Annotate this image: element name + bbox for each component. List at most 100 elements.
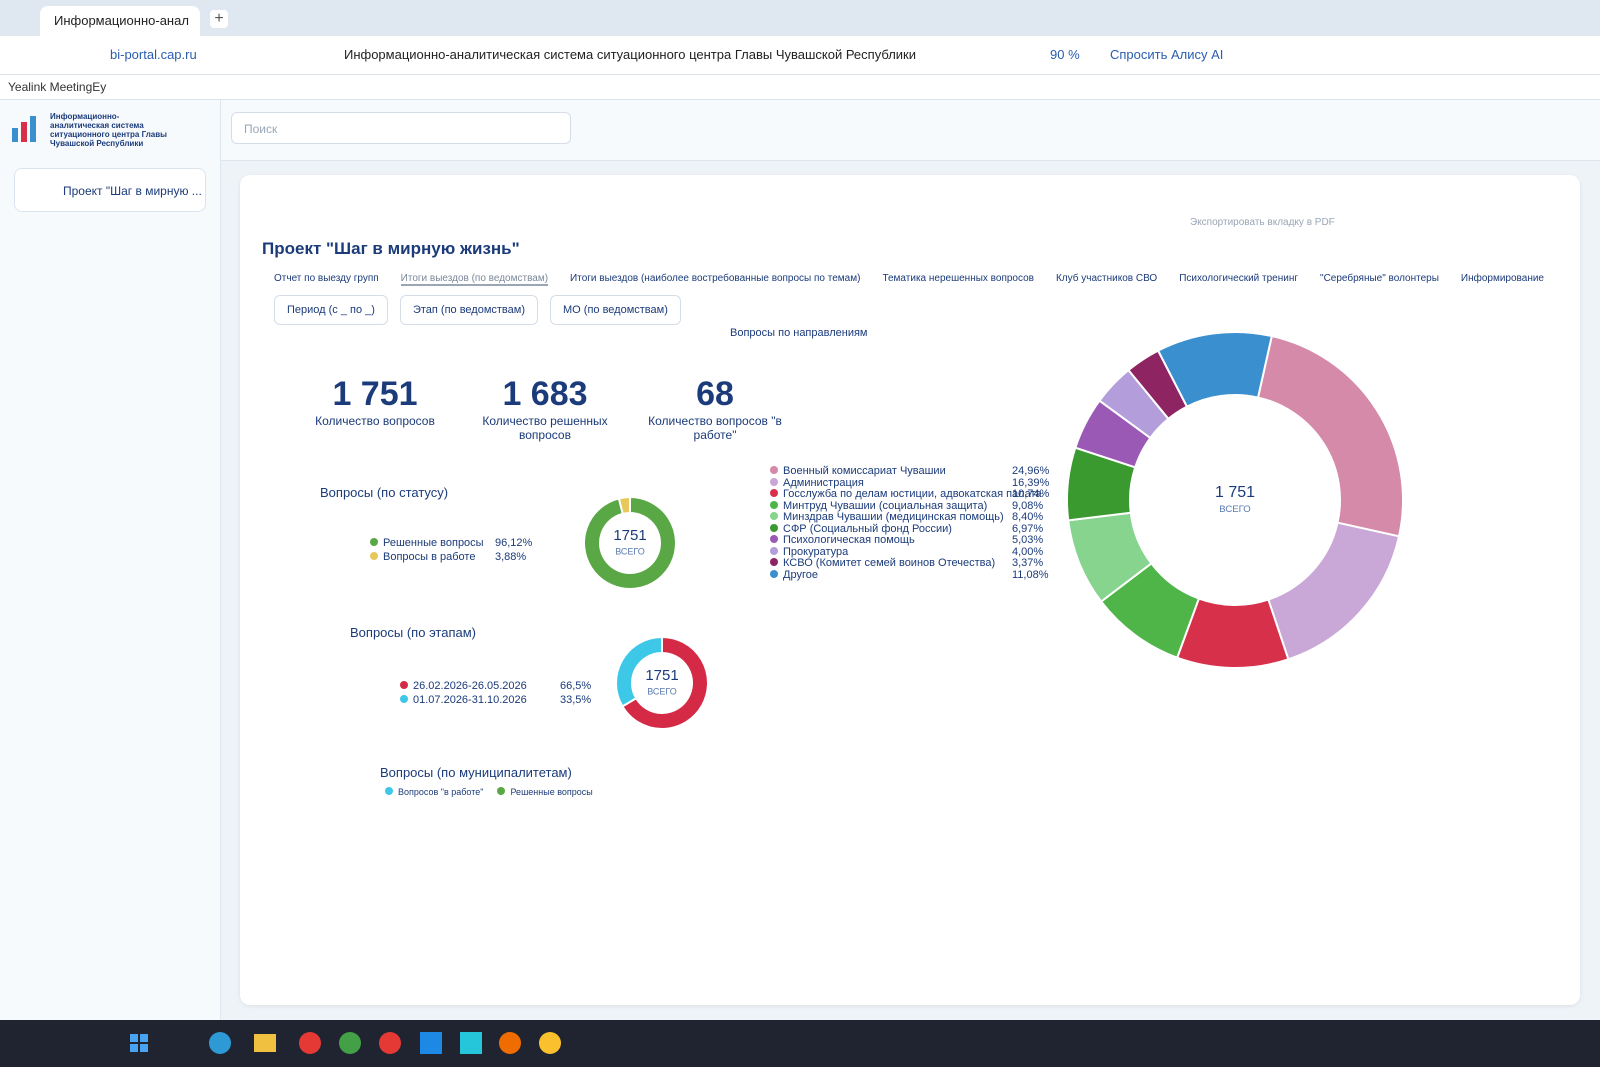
- sidebar-item[interactable]: Проект "Шаг в мирную ...: [14, 168, 206, 212]
- legend-item: Администрация: [770, 477, 864, 489]
- legend-dot: [770, 500, 778, 509]
- legend-item: Вопросов "в работе": [385, 787, 483, 797]
- legend-dot: [770, 558, 778, 566]
- legend-value: 8,40%: [1012, 511, 1044, 523]
- legend-label: СФР (Социальный фонд России): [783, 522, 952, 535]
- legend-dot: [400, 695, 408, 703]
- browser-tab[interactable]: Информационно-анал: [40, 6, 200, 36]
- legend-item: СФР (Социальный фонд России): [770, 523, 952, 535]
- tab[interactable]: Тематика нерешенных вопросов: [882, 273, 1034, 284]
- legend-label: Прокуратура: [783, 545, 849, 558]
- tab[interactable]: Клуб участников СВО: [1055, 273, 1158, 284]
- legend-item: Минтруд Чувашии (социальная защита): [770, 500, 987, 512]
- section-title: Вопросы по направлениям: [730, 327, 868, 339]
- donut-chart: 1751 ВСЕГО: [615, 635, 709, 730]
- legend-label: Минтруд Чувашии (социальная защита): [783, 499, 988, 512]
- legend-item: Психологическая помощь: [770, 534, 915, 546]
- donut-center-label: ВСЕГО: [647, 686, 677, 696]
- donut-chart: 1 751 ВСЕГО: [1066, 331, 1404, 669]
- zoom[interactable]: 90 %: [1050, 47, 1080, 62]
- donut-center-value: 1751: [613, 527, 646, 544]
- donut-segment: [583, 495, 677, 590]
- legend-dot: [770, 523, 778, 532]
- url[interactable]: bi-portal.cap.ru: [110, 47, 197, 62]
- tab[interactable]: Отчет по выезду групп: [274, 273, 379, 284]
- tab-bar: Информационно-анал +: [0, 0, 1600, 36]
- legend-label: Военный комиссариат Чувашии: [783, 465, 946, 477]
- legend-label: Минздрав Чувашии (медицинская помощь): [783, 511, 1004, 523]
- legend-item: Другое: [770, 569, 818, 581]
- donut-segment: [1256, 334, 1404, 538]
- kpi-label: Количество вопросов "в работе": [648, 414, 782, 442]
- section-title: Вопросы (по статусу): [320, 485, 449, 500]
- filter[interactable]: Период (с _ по _): [274, 295, 388, 325]
- legend-dot: [770, 512, 778, 520]
- dashboard-title: Проект "Шаг в мирную жизнь": [262, 239, 520, 258]
- logo-icon: [12, 116, 36, 142]
- dashboard: Экспортировать вкладку в PDF Проект "Шаг…: [240, 175, 1580, 1005]
- taskbar-icons: [130, 1032, 561, 1054]
- legend-dot: [770, 569, 778, 578]
- new-tab[interactable]: +: [210, 10, 228, 28]
- search-box[interactable]: Поиск: [231, 112, 571, 144]
- legend-label: Психологическая помощь: [783, 534, 915, 546]
- legend-item: Минздрав Чувашии (медицинская помощь): [770, 511, 1004, 523]
- sidebar: Информационно-аналитическая система ситу…: [0, 100, 221, 1020]
- bookmarks-bar: Yealink MeetingEy: [0, 75, 1600, 100]
- legend-value: 3,37%: [1012, 557, 1044, 569]
- legend-label: Вопросы в работе: [383, 551, 476, 563]
- donut-center-label: ВСЕГО: [1219, 504, 1251, 515]
- filter-list: Период (с _ по _) Этап (по ведомствам) МО …: [274, 295, 681, 325]
- tab[interactable]: "Серебряные" волонтеры: [1320, 273, 1439, 284]
- donut-center-label: ВСЕГО: [615, 546, 645, 556]
- logo-text: Информационно-аналитическая система ситу…: [50, 112, 167, 148]
- tab[interactable]: Информирование: [1460, 273, 1544, 284]
- muni-legend: Вопросов "в работе" Решенные вопросы: [385, 787, 593, 797]
- legend-value: 5,03%: [1012, 534, 1044, 546]
- donut-segment: [617, 495, 631, 516]
- tab[interactable]: Итоги выездов (по ведомствам): [400, 273, 549, 286]
- legend-item: Прокуратура: [770, 546, 848, 558]
- tab-list: Отчет по выезду групп Итоги выездов (по в…: [274, 273, 1544, 286]
- donut-chart: 1751 ВСЕГО: [583, 495, 677, 590]
- legend-dot: [770, 546, 778, 555]
- kpi-label: Количество вопросов: [315, 414, 435, 428]
- kpi: 1 683 Количество решенных вопросов: [460, 375, 630, 442]
- address-bar: bi-portal.cap.ru Информационно-аналитиче…: [0, 36, 1600, 75]
- legend-dot: [770, 466, 778, 474]
- donut-segment: [621, 635, 709, 730]
- legend-value: 3,88%: [495, 551, 527, 563]
- legend-dot: [400, 681, 408, 689]
- legend-item: Решенные вопросы: [497, 787, 593, 797]
- legend-value: 33,5%: [560, 694, 592, 706]
- legend-value: 4,00%: [1012, 545, 1044, 558]
- legend-item: 01.07.2026-31.10.2026: [400, 694, 527, 706]
- kpi: 1 751 Количество вопросов: [290, 375, 460, 442]
- legend-item: КСВО (Комитет семей воинов Отечества): [770, 557, 995, 569]
- legend-value: 6,97%: [1012, 522, 1044, 535]
- kpi-list: 1 751 Количество вопросов 1 683 Количество …: [290, 375, 800, 442]
- filter[interactable]: Этап (по ведомствам): [399, 295, 538, 325]
- bookmark[interactable]: Yealink MeetingEy: [8, 80, 107, 94]
- legend-dot: [370, 552, 378, 560]
- legend-item: Вопросы в работе: [370, 551, 475, 563]
- kpi-value: 68: [696, 375, 734, 413]
- legend-dot: [497, 787, 506, 795]
- tab[interactable]: Психологический тренинг: [1179, 273, 1299, 284]
- legend-dot: [770, 535, 778, 543]
- legend-dot: [770, 489, 778, 497]
- legend-dot: [770, 477, 778, 486]
- legend-label: 01.07.2026-31.10.2026: [413, 694, 527, 706]
- export-link[interactable]: Экспортировать вкладку в PDF: [1190, 217, 1335, 228]
- alice-button[interactable]: Спросить Алису AI: [1110, 47, 1224, 62]
- legend-value: 11,08%: [1012, 568, 1049, 581]
- section-title: Вопросы (по муниципалитетам): [380, 765, 572, 780]
- tab[interactable]: Итоги выездов (наиболее востребованные в…: [570, 273, 861, 284]
- legend-label: Администрация: [783, 476, 864, 489]
- donut-center-value: 1 751: [1215, 484, 1255, 501]
- filter[interactable]: МО (по ведомствам): [550, 295, 681, 325]
- kpi-value: 1 751: [332, 375, 418, 413]
- legend-item: Военный комиссариат Чувашии: [770, 465, 946, 477]
- legend-value: 96,12%: [495, 537, 533, 549]
